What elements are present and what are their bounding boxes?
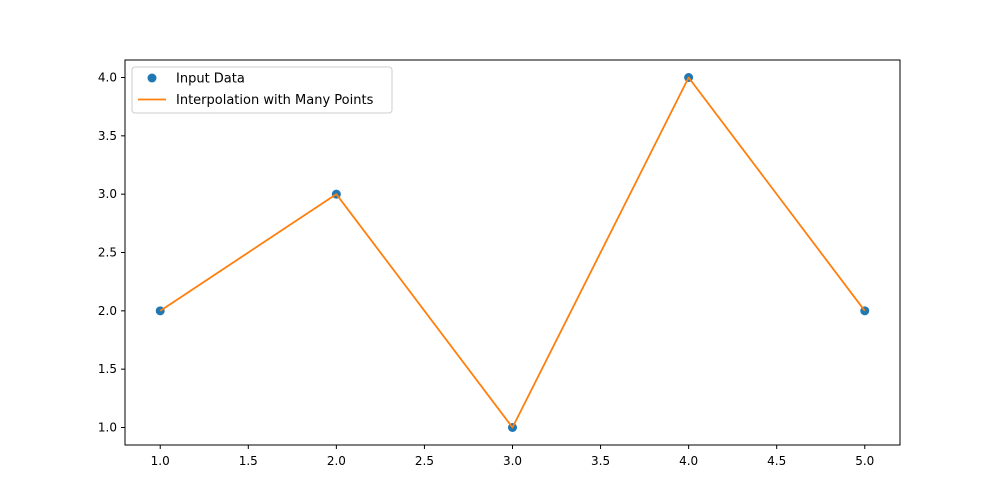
x-tick-label: 3.5 xyxy=(591,454,610,468)
legend-label-input-data: Input Data xyxy=(176,72,245,87)
y-axis-ticks: 1.0 1.5 2.0 2.5 3.0 3.5 4.0 xyxy=(98,71,125,435)
y-tick-label: 4.0 xyxy=(98,71,117,85)
interpolation-line xyxy=(159,76,866,429)
x-tick-label: 4.5 xyxy=(767,454,786,468)
x-tick-label: 2.0 xyxy=(327,454,346,468)
y-tick-label: 1.0 xyxy=(98,421,117,435)
x-tick-label: 4.0 xyxy=(679,454,698,468)
plot-frame xyxy=(124,59,901,446)
x-tick-label: 1.0 xyxy=(151,454,170,468)
legend-label-interpolation: Interpolation with Many Points xyxy=(176,93,374,108)
legend: Input Data Interpolation with Many Points xyxy=(131,66,393,114)
x-tick-label: 2.5 xyxy=(415,454,434,468)
y-tick-label: 3.0 xyxy=(98,187,117,201)
y-tick-label: 2.0 xyxy=(98,304,117,318)
y-tick-label: 1.5 xyxy=(98,362,117,376)
x-tick-label: 3.0 xyxy=(503,454,522,468)
x-tick-label: 1.5 xyxy=(239,454,258,468)
x-tick-label: 5.0 xyxy=(855,454,874,468)
x-axis-ticks: 1.0 1.5 2.0 2.5 3.0 3.5 4.0 4.5 5.0 xyxy=(151,445,874,468)
y-tick-label: 3.5 xyxy=(98,129,117,143)
legend-scatter-marker xyxy=(147,73,157,83)
y-tick-label: 2.5 xyxy=(98,246,117,260)
legend-box xyxy=(131,66,393,114)
plot-area xyxy=(125,60,900,445)
series-layer xyxy=(155,73,870,432)
